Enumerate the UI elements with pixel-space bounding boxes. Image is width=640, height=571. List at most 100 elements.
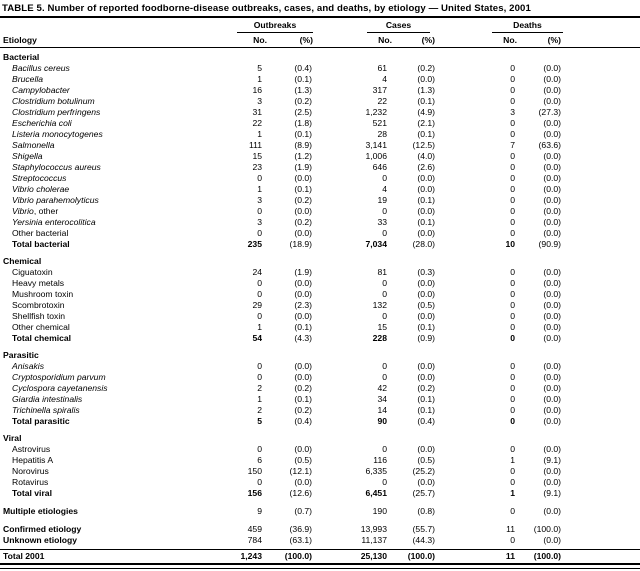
- value-cell: 0: [510, 173, 515, 183]
- etiology-cell: Hepatitis A: [12, 455, 54, 465]
- value-cell: (0.5): [417, 455, 435, 465]
- value-cell: 0: [382, 206, 387, 216]
- value-cell: (0.1): [294, 184, 312, 194]
- value-cell: 0: [257, 206, 262, 216]
- value-cell: 3: [257, 195, 262, 205]
- deaths-group-header: Deaths: [492, 20, 563, 33]
- value-cell: (0.0): [417, 289, 435, 299]
- value-cell: 0: [382, 311, 387, 321]
- value-cell: 0: [510, 162, 515, 172]
- value-cell: 0: [510, 372, 515, 382]
- value-cell: (0.2): [417, 383, 435, 393]
- value-cell: (0.0): [543, 118, 561, 128]
- table-row: Bacillus cereus 5 (0.4) 61 (0.2) 0 (0.0): [0, 63, 640, 74]
- etiology-column-header: Etiology: [3, 35, 37, 45]
- value-cell: (100.0): [284, 551, 312, 561]
- value-cell: 228: [372, 333, 387, 343]
- value-cell: (1.9): [294, 162, 312, 172]
- value-cell: 33: [377, 217, 387, 227]
- value-cell: (0.0): [543, 444, 561, 454]
- value-cell: 0: [257, 173, 262, 183]
- value-cell: (0.0): [543, 300, 561, 310]
- value-cell: 0: [510, 477, 515, 487]
- value-cell: 14: [377, 405, 387, 415]
- etiology-cell: Unknown etiology: [3, 535, 77, 545]
- value-cell: (0.0): [294, 289, 312, 299]
- table-row: Staphylococcus aureus 23 (1.9) 646 (2.6) 0 (0.…: [0, 162, 640, 173]
- value-cell: (0.0): [417, 206, 435, 216]
- section-header: Viral: [3, 433, 22, 443]
- value-cell: 15: [377, 322, 387, 332]
- table-row: Shellfish toxin 0 (0.0) 0 (0.0) 0 (0.0): [0, 311, 640, 322]
- table-row: Heavy metals 0 (0.0) 0 (0.0) 0 (0.0): [0, 278, 640, 289]
- value-cell: (0.0): [417, 311, 435, 321]
- table-row: Yersinia enterocolitica 3 (0.2) 33 (0.1) 0 (0.…: [0, 217, 640, 228]
- value-cell: 0: [510, 195, 515, 205]
- value-cell: 2: [257, 383, 262, 393]
- etiology-cell: Salmonella: [12, 140, 55, 150]
- value-cell: 0: [510, 206, 515, 216]
- total-bottom-rule: [0, 563, 640, 565]
- value-cell: (0.0): [543, 333, 561, 343]
- value-cell: 111: [248, 140, 262, 150]
- value-cell: 0: [510, 416, 515, 426]
- value-cell: 0: [257, 477, 262, 487]
- value-cell: (1.9): [294, 267, 312, 277]
- table-row: Campylobacter 16 (1.3) 317 (1.3) 0 (0.0): [0, 85, 640, 96]
- value-cell: (0.1): [417, 195, 435, 205]
- etiology-cell: Escherichia coli: [12, 118, 72, 128]
- value-cell: 0: [510, 506, 515, 516]
- value-cell: 0: [510, 184, 515, 194]
- table-row: Giardia intestinalis 1 (0.1) 34 (0.1) 0 (0.0): [0, 394, 640, 405]
- value-cell: 0: [257, 278, 262, 288]
- value-cell: (0.4): [294, 63, 312, 73]
- section-header: Parasitic: [3, 350, 39, 360]
- grand-total-row: Total 2001 1,243 (100.0) 25,130 (100.0) 11 (10…: [0, 550, 640, 563]
- value-cell: 0: [510, 151, 515, 161]
- etiology-cell: Campylobacter: [12, 85, 70, 95]
- value-cell: (0.0): [543, 372, 561, 382]
- value-cell: 317: [372, 85, 387, 95]
- cases-no-header: No.: [378, 35, 392, 45]
- value-cell: (100.0): [407, 551, 435, 561]
- etiology-cell: Bacillus cereus: [12, 63, 70, 73]
- value-cell: 0: [510, 535, 515, 545]
- value-cell: 11,137: [361, 535, 387, 545]
- table-row: Brucella 1 (0.1) 4 (0.0) 0 (0.0): [0, 74, 640, 85]
- value-cell: 24: [252, 267, 262, 277]
- table-row: Clostridium botulinum 3 (0.2) 22 (0.1) 0 (0.0): [0, 96, 640, 107]
- table-row: Clostridium perfringens 31 (2.5) 1,232 (4.9)…: [0, 107, 640, 118]
- value-cell: (44.3): [412, 535, 435, 545]
- etiology-cell: Scombrotoxin: [12, 300, 65, 310]
- value-cell: (0.0): [417, 173, 435, 183]
- value-cell: (28.0): [412, 239, 435, 249]
- value-cell: (0.0): [543, 63, 561, 73]
- value-cell: (0.5): [294, 455, 312, 465]
- value-cell: (0.0): [543, 217, 561, 227]
- value-cell: 0: [510, 361, 515, 371]
- value-cell: (0.0): [543, 173, 561, 183]
- summary-row: Unknown etiology 784 (63.1) 11,137 (44.3) 0 (0…: [0, 535, 640, 546]
- column-groups-row: Outbreaks Cases Deaths: [0, 18, 640, 33]
- value-cell: 132: [372, 300, 387, 310]
- value-cell: (0.1): [417, 394, 435, 404]
- table-row: Other chemical 1 (0.1) 15 (0.1) 0 (0.0): [0, 322, 640, 333]
- section-total-row: Total bacterial 235 (18.9) 7,034 (28.0) 10 (90…: [0, 239, 640, 250]
- value-cell: 3: [257, 217, 262, 227]
- value-cell: (0.0): [543, 535, 561, 545]
- value-cell: 0: [510, 63, 515, 73]
- etiology-cell: Rotavirus: [12, 477, 49, 487]
- value-cell: 0: [382, 444, 387, 454]
- table-row: Scombrotoxin 29 (2.3) 132 (0.5) 0 (0.0): [0, 300, 640, 311]
- value-cell: (0.0): [294, 361, 312, 371]
- value-cell: (2.3): [294, 300, 312, 310]
- value-cell: 13,993: [360, 524, 387, 534]
- value-cell: (0.0): [294, 206, 312, 216]
- value-cell: 0: [510, 278, 515, 288]
- section-header: Chemical: [3, 256, 42, 266]
- cases-pct-header: (%): [421, 35, 435, 45]
- value-cell: (2.6): [417, 162, 435, 172]
- value-cell: (0.3): [417, 267, 435, 277]
- value-cell: (4.9): [417, 107, 435, 117]
